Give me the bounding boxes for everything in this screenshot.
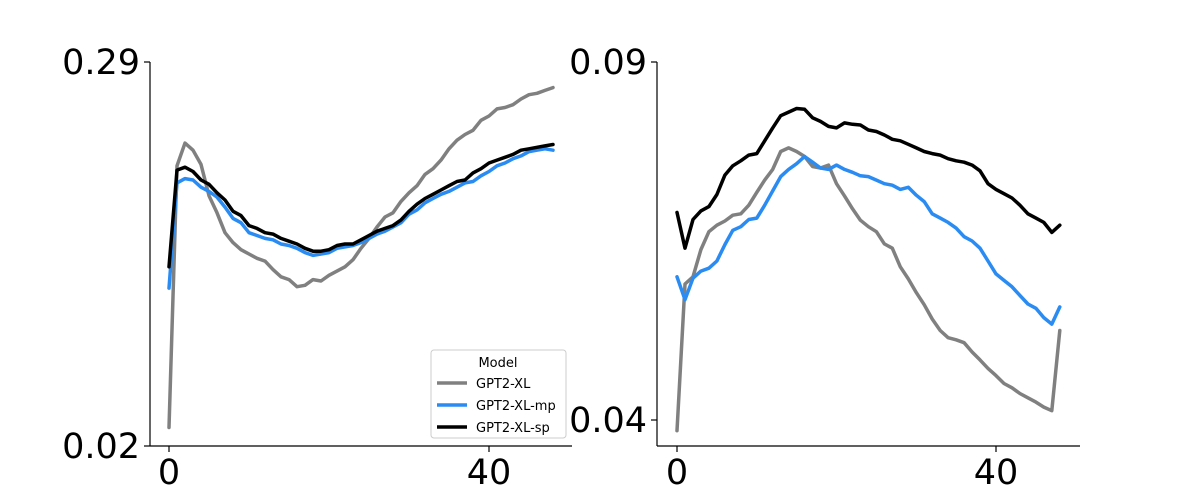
y-tick-label: 0.29 — [62, 43, 140, 83]
series-line-gpt2-xl — [167, 85, 555, 430]
legend-label-gpt2-xl: GPT2-XL — [476, 377, 531, 392]
x-tick-label: 0 — [666, 453, 688, 493]
right-chart-panel: 0.09 0.04 0 40 — [569, 43, 1080, 493]
left-chart-panel: 0.29 0.02 0 40 — [62, 43, 572, 493]
legend-title: Model — [478, 356, 517, 371]
series-line-gpt2-xl-sp — [675, 106, 1062, 250]
y-tick-label: 0.04 — [569, 401, 647, 441]
y-tick-label: 0.09 — [569, 43, 647, 83]
legend: Model GPT2-XL GPT2-XL-mp GPT2-XL-sp — [430, 349, 567, 439]
series-line-gpt2-xl-mp — [167, 147, 555, 290]
series-line-gpt2-xl — [675, 146, 1062, 433]
x-tick-label: 40 — [467, 453, 512, 493]
x-tick-label: 0 — [158, 453, 180, 493]
legend-box — [430, 349, 567, 439]
x-tick-label: 40 — [974, 453, 1019, 493]
legend-label-gpt2-xl-sp: GPT2-XL-sp — [476, 421, 550, 436]
series-line-gpt2-xl-sp — [167, 142, 555, 269]
series-line-gpt2-xl-mp — [675, 154, 1062, 326]
y-tick-label: 0.02 — [62, 427, 140, 467]
legend-label-gpt2-xl-mp: GPT2-XL-mp — [476, 399, 556, 414]
